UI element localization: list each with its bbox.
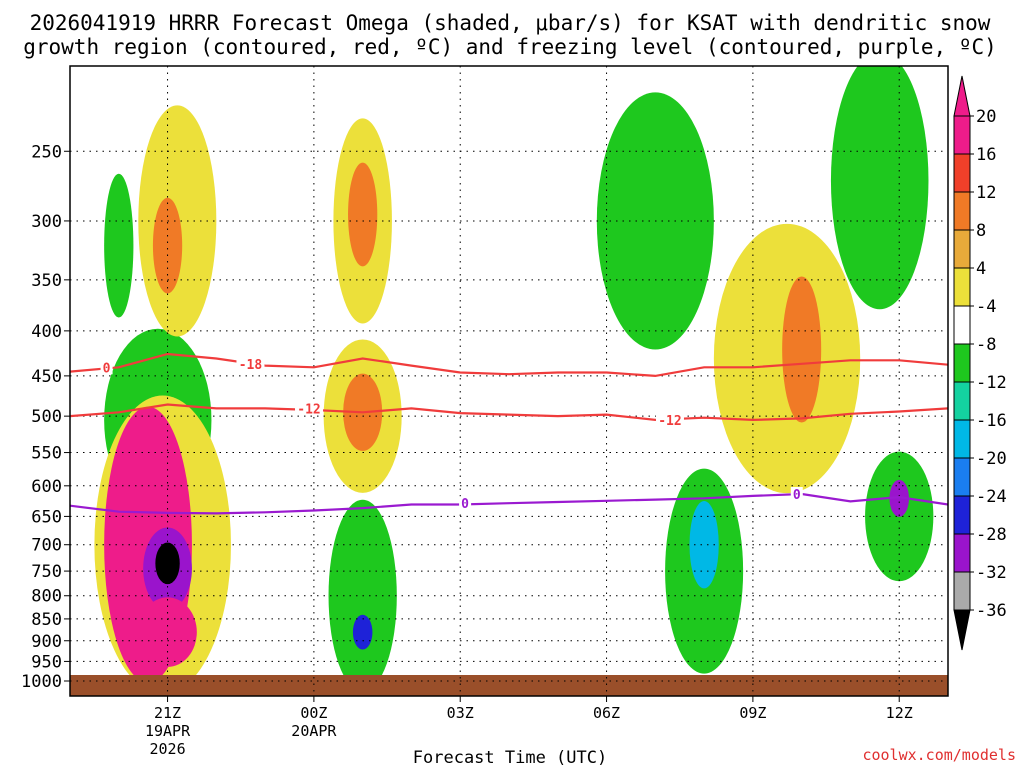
- omega-region-14: [352, 614, 373, 650]
- colorbar-swatch-5: [953, 305, 971, 345]
- y-tick-label: 500: [31, 407, 62, 427]
- y-tick-label: 950: [31, 652, 62, 672]
- contour-label-5: 0: [793, 488, 801, 503]
- colorbar-swatch-3: [953, 229, 971, 269]
- omega-region-17: [782, 276, 822, 423]
- colorbar-swatch-4: [953, 267, 971, 307]
- colorbar-swatch-8: [953, 419, 971, 459]
- contour-label-3: -12: [658, 414, 681, 429]
- colorbar-label: 12: [976, 183, 996, 203]
- omega-region-4: [155, 542, 180, 585]
- colorbar-swatch-7: [953, 381, 971, 421]
- y-tick-label: 400: [31, 322, 62, 342]
- colorbar-swatch-6: [953, 343, 971, 383]
- ground-surface: [70, 675, 948, 696]
- colorbar-label: -32: [976, 563, 1007, 583]
- contour-label-bg: [790, 487, 803, 502]
- omega-region-6: [152, 197, 183, 294]
- colorbar-label: 16: [976, 145, 996, 165]
- colorbar-label: -12: [976, 373, 1007, 393]
- y-tick-label: 350: [31, 271, 62, 291]
- colorbar-top-arrow: [953, 75, 971, 117]
- colorbar-label: 4: [976, 259, 986, 279]
- colorbar-label: -8: [976, 335, 996, 355]
- colorbar-label: -36: [976, 601, 1007, 621]
- colorbar-label: -20: [976, 449, 1007, 469]
- contour-label-0: 0: [103, 361, 111, 376]
- contour-label-1: -18: [239, 358, 263, 373]
- x-tick-label: 06Z: [593, 704, 620, 722]
- colorbar-swatch-1: [953, 153, 971, 193]
- y-tick-label: 700: [31, 536, 62, 556]
- colorbar-label: 8: [976, 221, 986, 241]
- contour-line-0: [70, 352, 948, 378]
- chart-title-line2: growth region (contoured, red, ºC) and f…: [23, 35, 997, 59]
- plot-area: 0 -18 -12 -12 0 0: [69, 65, 949, 697]
- colorbar-bottom-arrow: [953, 609, 971, 651]
- contour-label-bg: [236, 356, 265, 371]
- contour-label-bg: [295, 401, 324, 416]
- colorbar-label: -28: [976, 525, 1007, 545]
- contour-line-1: [70, 403, 948, 422]
- plot-frame: [69, 65, 949, 697]
- grid-lines: [70, 66, 948, 696]
- y-tick-label: 800: [31, 587, 62, 607]
- y-tick-label: 1000: [21, 672, 62, 692]
- contour-label-bg: [100, 360, 113, 375]
- x-tick-label: 00Z: [300, 704, 327, 722]
- colorbar: 20 16 12 8 4 -4 -8 -12 -16 -20 -24 -28 -32 -36: [953, 75, 1007, 651]
- y-tick-label: 900: [31, 632, 62, 652]
- credit-text: coolwx.com/models: [862, 746, 1016, 764]
- colorbar-label: -4: [976, 297, 996, 317]
- colorbar-swatch-12: [953, 571, 971, 611]
- omega-region-22: [889, 479, 909, 517]
- omega-region-19: [689, 500, 719, 589]
- omega-region-8: [104, 173, 134, 318]
- colorbar-swatch-11: [953, 533, 971, 573]
- contour-label-bg: [459, 496, 472, 511]
- temperature-contours: 0 -18 -12 -12 0 0: [70, 352, 948, 515]
- omega-region-20: [830, 66, 929, 310]
- y-tick-label: 750: [31, 562, 62, 582]
- contour-label-bg: [655, 412, 684, 427]
- x-axis-label: Forecast Time (UTC): [413, 748, 607, 768]
- x-tick-date: 19APR: [145, 722, 191, 740]
- y-tick-label: 450: [31, 367, 62, 387]
- colorbar-swatch-10: [953, 495, 971, 535]
- colorbar-swatch-0: [953, 115, 971, 155]
- colorbar-swatch-2: [953, 191, 971, 231]
- colorbar-swatch-9: [953, 457, 971, 497]
- omega-region-10: [348, 162, 378, 267]
- colorbar-label: -16: [976, 411, 1007, 431]
- x-tick-label: 12Z: [886, 704, 913, 722]
- y-tick-label: 250: [31, 142, 62, 162]
- y-tick-label: 650: [31, 507, 62, 527]
- chart-title-line1: 2026041919 HRRR Forecast Omega (shaded, …: [30, 11, 991, 35]
- x-tick-date: 20APR: [291, 722, 337, 740]
- y-tick-label: 850: [31, 610, 62, 630]
- y-axis-ticks: 2503003504004505005506006507007508008509…: [21, 142, 70, 692]
- contour-label-4: 0: [461, 497, 469, 512]
- y-tick-label: 300: [31, 212, 62, 232]
- y-tick-label: 600: [31, 477, 62, 497]
- x-tick-label: 03Z: [447, 704, 474, 722]
- x-tick-label: 21Z: [154, 704, 181, 722]
- colorbar-label: 20: [976, 107, 996, 127]
- colorbar-label: -24: [976, 487, 1007, 507]
- y-tick-label: 550: [31, 444, 62, 464]
- x-tick-label: 09Z: [739, 704, 766, 722]
- x-tick-year: 2026: [149, 740, 185, 758]
- contour-label-2: -12: [297, 402, 320, 417]
